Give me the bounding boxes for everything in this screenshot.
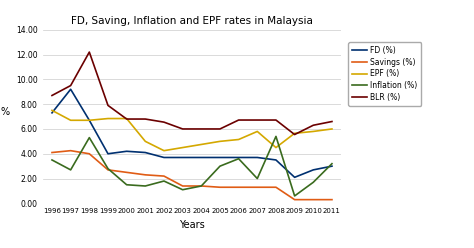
EPF (%) bbox=[143, 140, 148, 143]
EPF (%) bbox=[217, 140, 223, 143]
Inflation (%) bbox=[105, 167, 111, 170]
BLR (%) bbox=[310, 124, 316, 127]
BLR (%) bbox=[255, 119, 260, 122]
FD (%) bbox=[217, 156, 223, 159]
Inflation (%) bbox=[161, 180, 167, 183]
BLR (%) bbox=[124, 118, 129, 121]
EPF (%) bbox=[310, 130, 316, 133]
Savings (%) bbox=[255, 186, 260, 189]
FD (%) bbox=[49, 111, 55, 114]
Inflation (%) bbox=[329, 162, 335, 165]
FD (%) bbox=[105, 152, 111, 155]
Savings (%) bbox=[329, 198, 335, 201]
FD (%) bbox=[292, 176, 298, 179]
Inflation (%) bbox=[199, 185, 204, 187]
EPF (%) bbox=[292, 132, 298, 135]
Inflation (%) bbox=[292, 194, 298, 197]
EPF (%) bbox=[49, 109, 55, 112]
FD (%) bbox=[329, 165, 335, 168]
Savings (%) bbox=[180, 185, 185, 187]
BLR (%) bbox=[105, 104, 111, 107]
BLR (%) bbox=[329, 120, 335, 123]
Line: Inflation (%): Inflation (%) bbox=[52, 136, 332, 196]
EPF (%) bbox=[105, 117, 111, 120]
Savings (%) bbox=[68, 149, 73, 152]
Inflation (%) bbox=[273, 135, 279, 138]
FD (%) bbox=[86, 119, 92, 122]
FD (%) bbox=[180, 156, 185, 159]
Line: FD (%): FD (%) bbox=[52, 89, 332, 177]
Savings (%) bbox=[310, 198, 316, 201]
Inflation (%) bbox=[68, 168, 73, 171]
BLR (%) bbox=[273, 119, 279, 122]
Savings (%) bbox=[161, 175, 167, 178]
Inflation (%) bbox=[124, 183, 129, 186]
BLR (%) bbox=[68, 84, 73, 87]
EPF (%) bbox=[124, 117, 129, 120]
BLR (%) bbox=[180, 127, 185, 130]
Savings (%) bbox=[273, 186, 279, 189]
Line: EPF (%): EPF (%) bbox=[52, 110, 332, 151]
EPF (%) bbox=[273, 146, 279, 149]
Line: BLR (%): BLR (%) bbox=[52, 52, 332, 134]
BLR (%) bbox=[292, 133, 298, 136]
Inflation (%) bbox=[236, 157, 241, 160]
Inflation (%) bbox=[180, 188, 185, 191]
FD (%) bbox=[236, 156, 241, 159]
Line: Savings (%): Savings (%) bbox=[52, 151, 332, 200]
Legend: FD (%), Savings (%), EPF (%), Inflation (%), BLR (%): FD (%), Savings (%), EPF (%), Inflation … bbox=[348, 42, 421, 106]
FD (%) bbox=[124, 150, 129, 153]
Y-axis label: %: % bbox=[0, 107, 9, 117]
BLR (%) bbox=[49, 94, 55, 97]
BLR (%) bbox=[199, 127, 204, 130]
BLR (%) bbox=[161, 121, 167, 124]
FD (%) bbox=[255, 156, 260, 159]
FD (%) bbox=[199, 156, 204, 159]
EPF (%) bbox=[236, 138, 241, 141]
EPF (%) bbox=[68, 119, 73, 122]
FD (%) bbox=[68, 88, 73, 91]
EPF (%) bbox=[255, 130, 260, 133]
BLR (%) bbox=[217, 127, 223, 130]
Title: FD, Saving, Inflation and EPF rates in Malaysia: FD, Saving, Inflation and EPF rates in M… bbox=[71, 16, 313, 26]
BLR (%) bbox=[236, 119, 241, 122]
Inflation (%) bbox=[49, 158, 55, 161]
Savings (%) bbox=[236, 186, 241, 189]
Savings (%) bbox=[124, 171, 129, 174]
EPF (%) bbox=[199, 143, 204, 146]
Savings (%) bbox=[217, 186, 223, 189]
FD (%) bbox=[143, 151, 148, 154]
Savings (%) bbox=[86, 152, 92, 155]
Inflation (%) bbox=[217, 165, 223, 168]
BLR (%) bbox=[143, 118, 148, 121]
EPF (%) bbox=[180, 146, 185, 149]
BLR (%) bbox=[86, 51, 92, 54]
FD (%) bbox=[273, 158, 279, 161]
Inflation (%) bbox=[86, 136, 92, 139]
Savings (%) bbox=[105, 168, 111, 171]
Inflation (%) bbox=[310, 181, 316, 184]
Savings (%) bbox=[292, 198, 298, 201]
Savings (%) bbox=[49, 151, 55, 154]
FD (%) bbox=[310, 168, 316, 171]
EPF (%) bbox=[161, 149, 167, 152]
EPF (%) bbox=[86, 119, 92, 122]
Inflation (%) bbox=[255, 177, 260, 180]
Inflation (%) bbox=[143, 185, 148, 187]
Savings (%) bbox=[199, 185, 204, 187]
X-axis label: Years: Years bbox=[179, 220, 205, 230]
FD (%) bbox=[161, 156, 167, 159]
Savings (%) bbox=[143, 173, 148, 176]
EPF (%) bbox=[329, 127, 335, 130]
